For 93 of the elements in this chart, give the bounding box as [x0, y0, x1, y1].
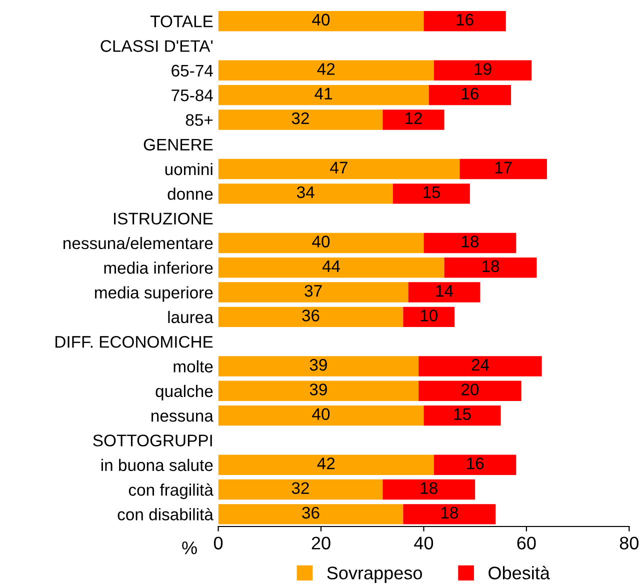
y-tick-label: media inferiore [104, 262, 213, 274]
bar [218, 454, 434, 475]
bar [382, 479, 476, 500]
y-tick-label: GENERE [144, 138, 213, 151]
bar [434, 454, 516, 475]
data-label: 40 [312, 408, 330, 420]
data-label: 36 [302, 506, 320, 519]
data-label: 19 [474, 63, 492, 75]
bar [408, 282, 480, 302]
data-label: 18 [482, 260, 500, 272]
bar [424, 10, 506, 32]
x-tick-label: 40 [414, 536, 434, 550]
x-axis-title: % [182, 542, 197, 554]
bar [444, 258, 537, 278]
y-tick-label: nessuna/elementare [64, 236, 213, 250]
data-label: 15 [423, 186, 440, 198]
bar [218, 306, 404, 328]
bar [428, 84, 512, 106]
y-tick-label: 85+ [186, 114, 213, 126]
y-tick-label: media superiore [95, 286, 213, 302]
data-label: 12 [405, 112, 422, 124]
y-tick-label: ISTRUZIONE [114, 212, 213, 225]
bar [424, 232, 516, 254]
data-label: 24 [472, 358, 489, 371]
data-label: 41 [314, 88, 332, 100]
bar [418, 356, 542, 376]
y-tick-label: in buona salute [101, 458, 213, 472]
bar [218, 504, 404, 524]
bar [460, 158, 547, 180]
bar [392, 184, 470, 204]
data-label: 32 [292, 112, 309, 124]
data-label: 44 [322, 260, 340, 272]
bar [382, 110, 444, 130]
bar [218, 232, 424, 254]
bar [434, 60, 532, 81]
legend-label: Sovrappeso [327, 566, 422, 583]
data-label: 32 [292, 482, 309, 494]
y-tick-label: con fragilità [128, 483, 214, 500]
bar [218, 356, 419, 376]
y-tick-label: qualche [156, 384, 213, 400]
data-label: 18 [462, 236, 478, 248]
data-label: 15 [454, 408, 471, 420]
data-label: 34 [296, 186, 314, 198]
y-tick-label: uomini [165, 162, 212, 176]
bar [218, 60, 434, 81]
y-tick-label: laurea [168, 310, 214, 324]
x-tick-label: 0 [214, 536, 223, 550]
bar [218, 282, 408, 302]
y-tick-label: donne [168, 188, 213, 200]
data-label: 39 [310, 358, 327, 371]
x-tick-label: 80 [620, 536, 638, 550]
x-tick-label: 20 [312, 536, 330, 550]
data-label: 16 [462, 88, 478, 100]
bar [218, 405, 424, 426]
bar [218, 158, 460, 180]
legend-label: Obesità [488, 566, 550, 580]
y-tick-label: DIFF. ECONOMICHE [56, 336, 213, 348]
data-label: 42 [317, 63, 335, 75]
data-label: 36 [302, 310, 320, 322]
data-label: 16 [456, 14, 474, 26]
y-tick-label: 65-74 [172, 64, 213, 77]
data-label: 16 [467, 458, 484, 470]
data-label: 47 [330, 162, 348, 174]
bar [218, 10, 424, 32]
data-label: 17 [495, 162, 512, 174]
data-label: 18 [420, 482, 438, 494]
bar [403, 504, 496, 524]
data-label: 40 [312, 14, 330, 26]
y-tick-label: 75-84 [172, 89, 213, 102]
y-tick-label: TOTALE [150, 16, 213, 28]
bar [218, 258, 444, 278]
bar [418, 380, 522, 402]
data-label: 20 [462, 384, 479, 396]
y-tick-label: nessuna [152, 412, 214, 422]
bar [424, 405, 501, 426]
y-tick-label: SOTTOGRUPPI [93, 434, 212, 446]
data-label: 37 [304, 284, 322, 297]
data-label: 10 [420, 310, 438, 322]
bar [218, 84, 429, 106]
bar [218, 380, 419, 402]
bar [218, 184, 393, 204]
bar [403, 306, 455, 328]
y-tick-label: molte [174, 360, 213, 372]
data-label: 18 [441, 506, 458, 519]
data-label: 39 [310, 384, 327, 396]
data-label: 40 [312, 236, 330, 248]
data-label: 14 [436, 285, 454, 297]
bar [218, 110, 383, 130]
x-tick-label: 60 [517, 536, 536, 550]
bar [218, 479, 383, 500]
y-tick-label: con disabilità [118, 508, 214, 520]
y-tick-label: CLASSI D'ETA' [100, 40, 213, 52]
data-label: 42 [317, 458, 335, 470]
